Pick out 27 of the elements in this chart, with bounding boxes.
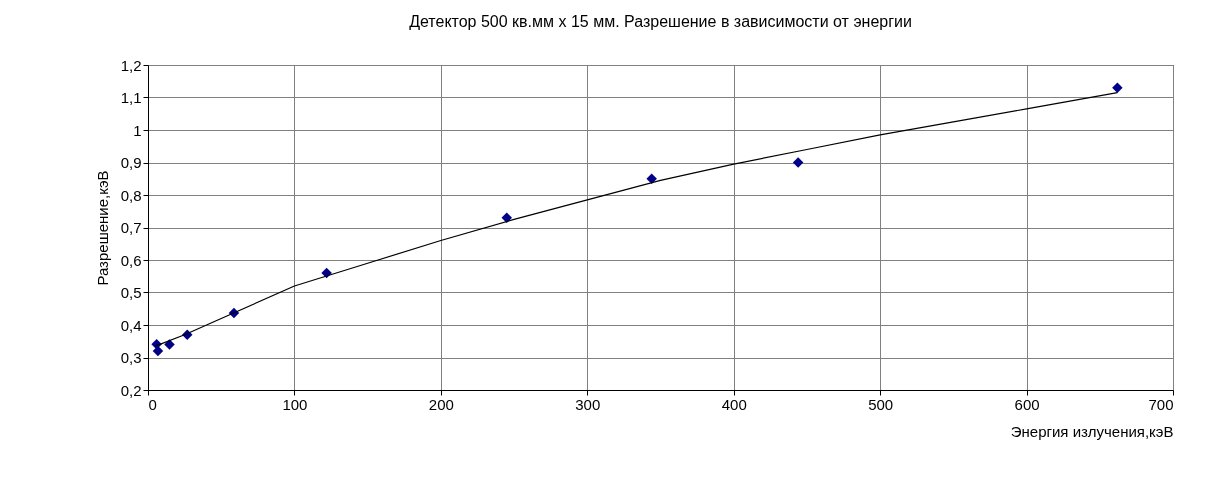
y-tick-label: 1 bbox=[133, 121, 142, 139]
y-tick-label: 0,7 bbox=[120, 219, 142, 236]
x-tick-label: 500 bbox=[868, 395, 894, 413]
y-tick-label: 1,2 bbox=[120, 56, 142, 74]
y-tick-label: 0,8 bbox=[120, 186, 142, 204]
x-tick-label: 700 bbox=[1148, 395, 1174, 413]
y-tick-label: 0,2 bbox=[120, 381, 142, 399]
point bbox=[1112, 82, 1123, 93]
x-tick-label: 300 bbox=[575, 395, 601, 413]
y-tick-label: 1,1 bbox=[120, 89, 142, 106]
y-tick-label: 0,5 bbox=[120, 284, 142, 301]
y-tick-label: 0,4 bbox=[120, 316, 142, 334]
x-tick-label: 100 bbox=[282, 395, 308, 413]
y-tick-label: 0,9 bbox=[120, 154, 142, 171]
point bbox=[792, 157, 804, 168]
x-tick-label: 400 bbox=[721, 395, 747, 413]
y-axis-title: Разрешение,кэВ bbox=[93, 170, 111, 286]
point bbox=[501, 212, 512, 223]
y-tick-label: 0,3 bbox=[120, 349, 142, 366]
point bbox=[646, 173, 657, 184]
x-axis-title: Энергия излучения,кэВ bbox=[1010, 422, 1174, 440]
x-tick-label: 600 bbox=[1014, 395, 1040, 413]
chart-title: Детектор 500 кв.мм х 15 мм. Разрешение в зависимости от энергии bbox=[409, 13, 912, 30]
y-tick-label: 0,6 bbox=[120, 251, 142, 269]
point bbox=[164, 339, 175, 350]
x-tick-label: 0 bbox=[148, 395, 157, 413]
x-tick-label: 200 bbox=[428, 395, 454, 413]
